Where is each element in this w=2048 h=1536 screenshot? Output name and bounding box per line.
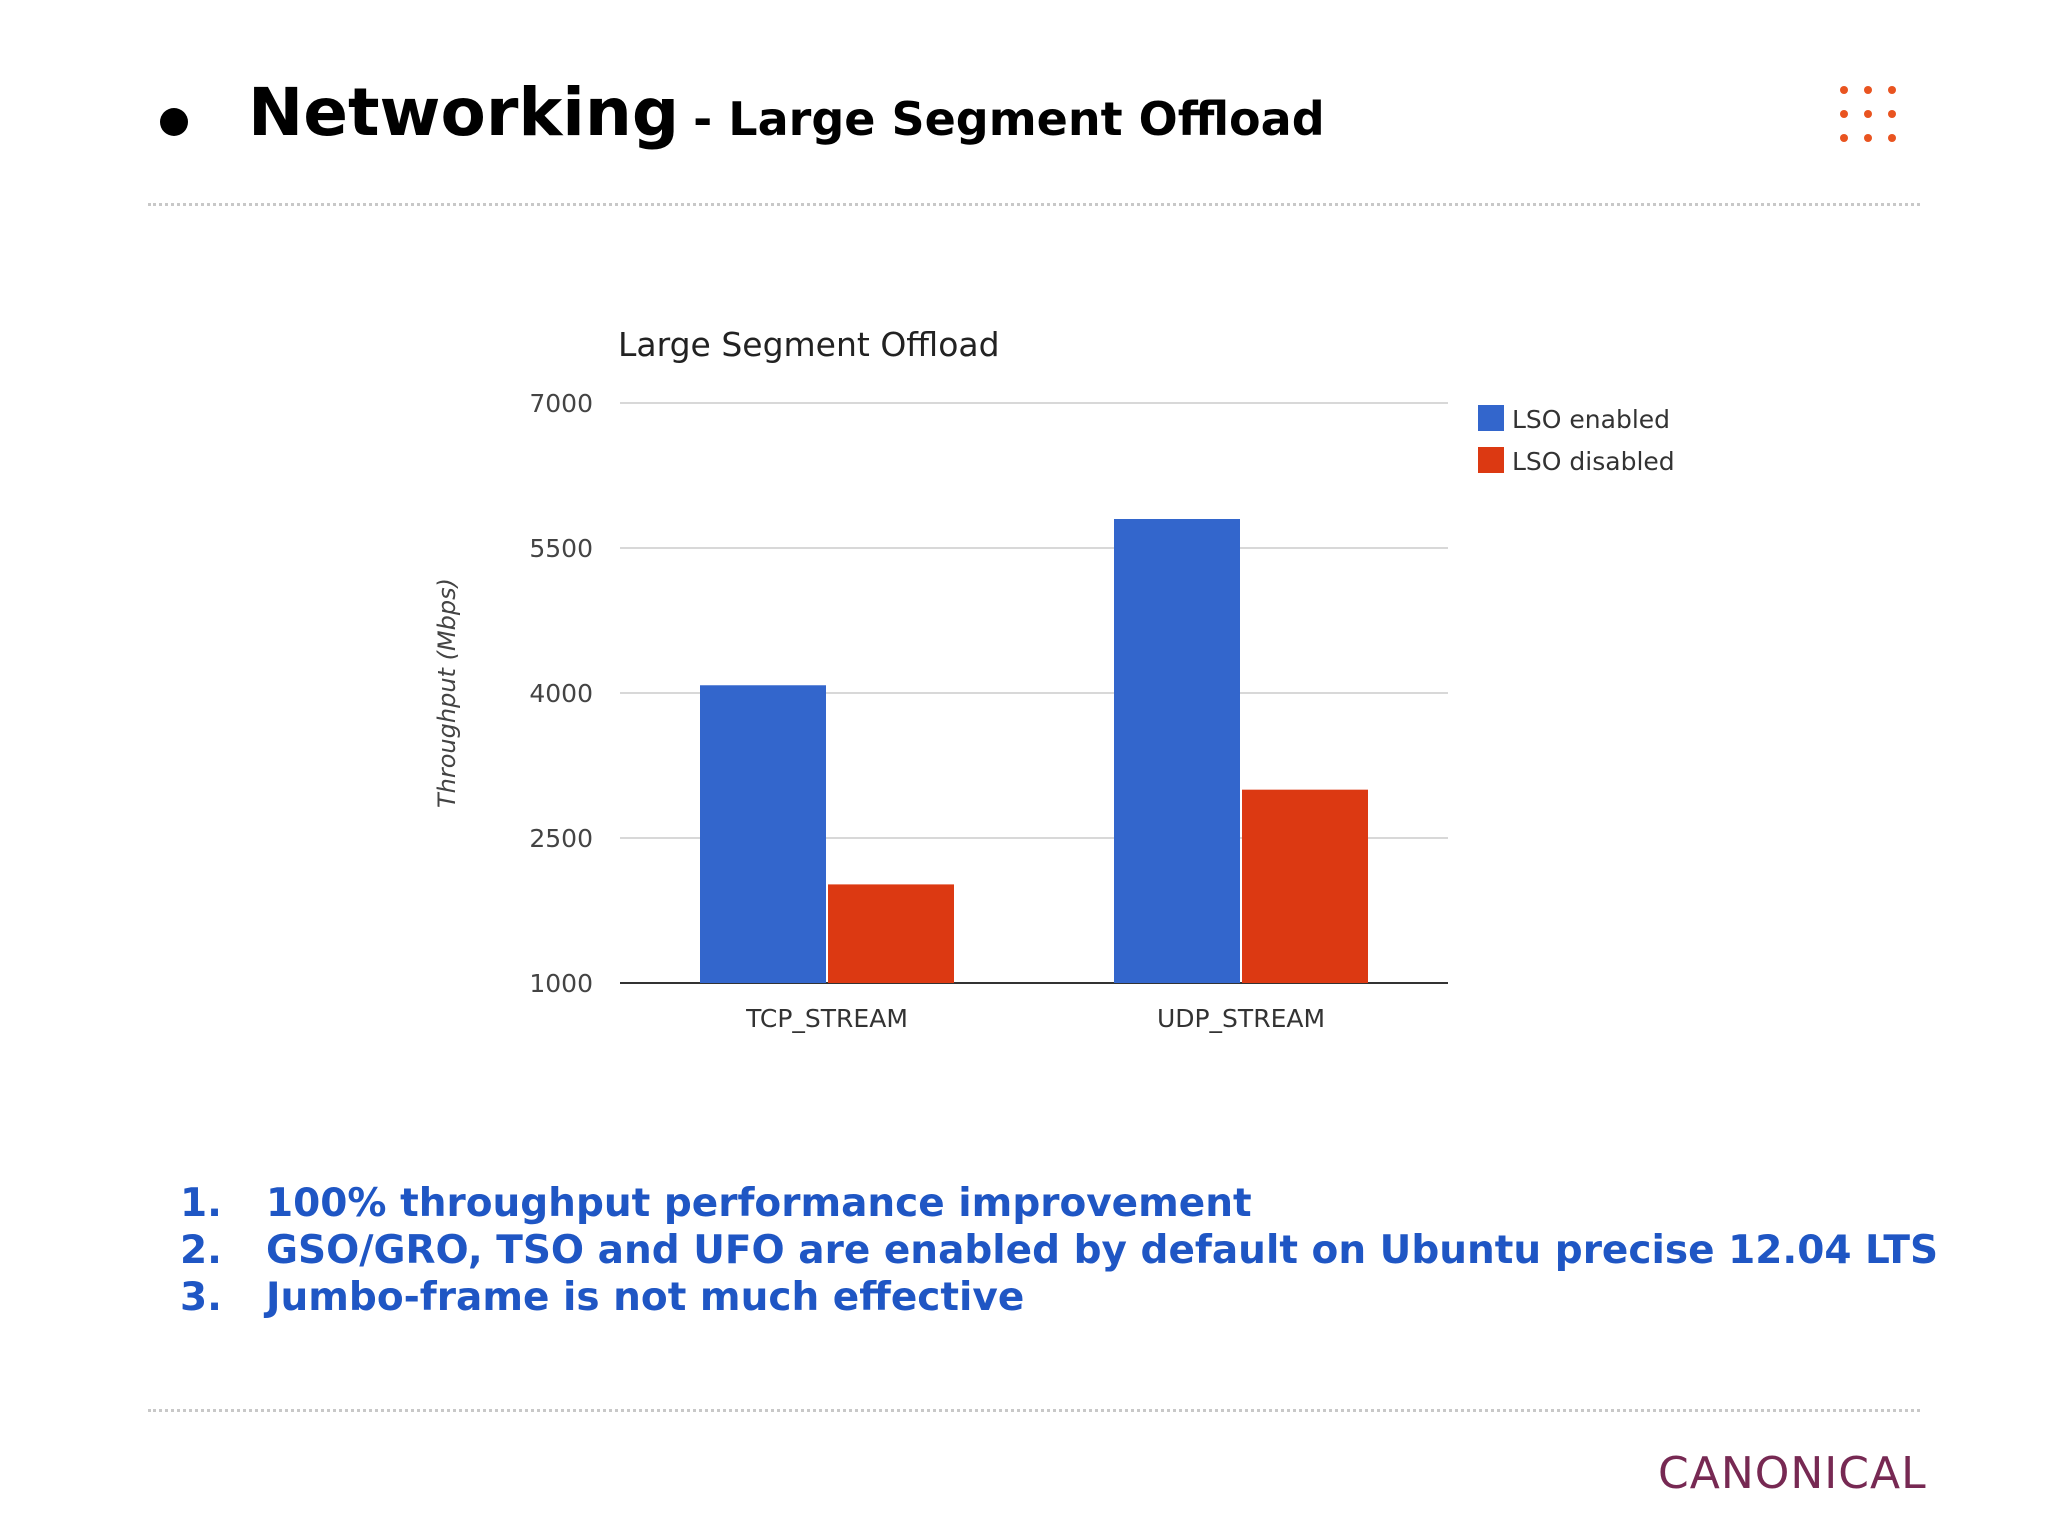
- point-item: 2. GSO/GRO, TSO and UFO are enabled by de…: [180, 1227, 1938, 1274]
- y-tick-label: 5500: [529, 534, 593, 563]
- point-text: 100% throughput performance improvement: [266, 1181, 1252, 1226]
- point-text: Jumbo-frame is not much effective: [266, 1275, 1025, 1320]
- bottom-divider: [148, 1409, 1920, 1412]
- chart-title: Large Segment Offload: [618, 325, 1000, 364]
- point-number: 2.: [180, 1228, 222, 1273]
- legend-label: LSO enabled: [1512, 405, 1670, 434]
- key-points: 1. 100% throughput performance improvemen…: [180, 1180, 1938, 1321]
- title-subtitle: - Large Segment Offload: [693, 92, 1325, 146]
- y-tick-label: 4000: [529, 679, 593, 708]
- x-tick-label: TCP_STREAM: [745, 1004, 908, 1033]
- x-tick-label: UDP_STREAM: [1157, 1004, 1325, 1033]
- y-tick-label: 7000: [529, 389, 593, 418]
- legend-label: LSO disabled: [1512, 447, 1675, 476]
- point-text: GSO/GRO, TSO and UFO are enabled by defa…: [266, 1228, 1939, 1273]
- legend-swatch: [1478, 447, 1504, 473]
- title-main: Networking: [248, 74, 680, 151]
- legend-swatch: [1478, 405, 1504, 431]
- bar-lso-disabled: [828, 884, 954, 983]
- point-item: 1. 100% throughput performance improvemen…: [180, 1180, 1938, 1227]
- page-title: Networking - Large Segment Offload: [248, 74, 1325, 151]
- canonical-logo: CANONICAL: [1658, 1448, 1927, 1499]
- point-number: 1.: [180, 1181, 222, 1226]
- point-number: 3.: [180, 1275, 222, 1320]
- y-tick-label: 2500: [529, 824, 593, 853]
- bar-lso-enabled: [1114, 519, 1240, 983]
- title-bullet: [160, 108, 188, 136]
- dot-grid-icon: [1840, 86, 1914, 150]
- bar-lso-enabled: [700, 685, 826, 983]
- top-divider: [148, 203, 1920, 206]
- bar-lso-disabled: [1242, 789, 1368, 983]
- y-tick-label: 1000: [529, 969, 593, 998]
- point-item: 3. Jumbo-frame is not much effective: [180, 1274, 1938, 1321]
- y-axis-label: Throughput (Mbps): [433, 578, 461, 808]
